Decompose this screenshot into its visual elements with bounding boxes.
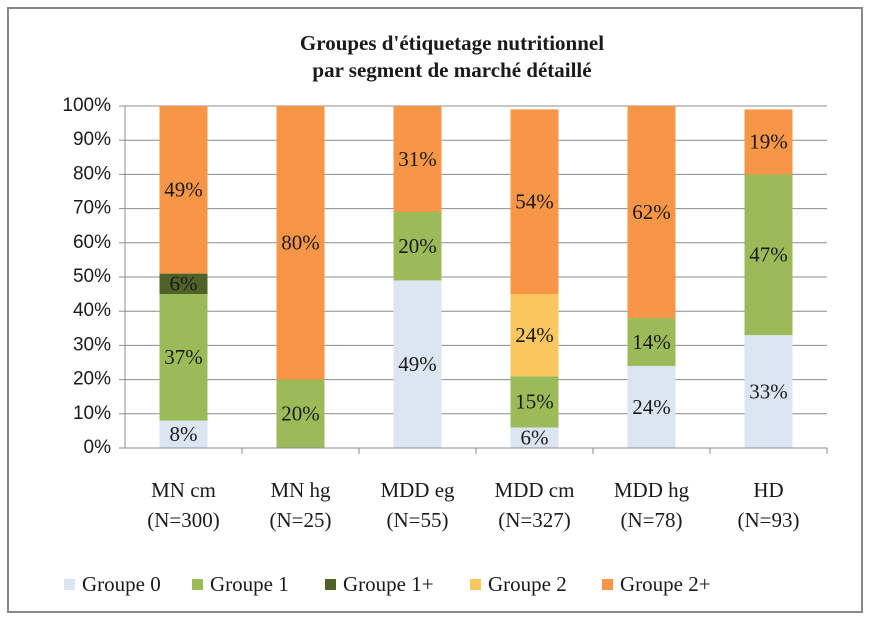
data-label: 47% — [749, 243, 788, 267]
bar-segment — [276, 379, 325, 448]
y-tick-label: 100% — [62, 95, 111, 116]
legend-label: Groupe 1+ — [343, 572, 434, 596]
data-label: 15% — [515, 390, 554, 414]
data-label: 31% — [398, 147, 437, 171]
y-tick-label: 80% — [73, 163, 111, 184]
y-tick-label: 70% — [73, 198, 111, 219]
data-label: 24% — [632, 395, 671, 419]
x-tick-label: MDD cm — [495, 478, 575, 502]
data-label: 49% — [164, 178, 203, 202]
y-tick-label: 30% — [73, 334, 111, 355]
bar-segment — [627, 365, 676, 448]
y-tick-label: 10% — [73, 403, 111, 424]
y-tick-label: 60% — [73, 232, 111, 253]
x-tick-label: MN hg — [270, 478, 331, 502]
x-tick-label: MDD hg — [614, 478, 690, 502]
data-label: 6% — [170, 272, 198, 296]
y-tick-label: 0% — [84, 437, 112, 458]
data-label: 49% — [398, 352, 437, 376]
x-tick-label: MN cm — [151, 478, 216, 502]
x-tick-label: HD — [753, 478, 783, 502]
legend-swatch — [325, 579, 336, 590]
data-label: 19% — [749, 130, 788, 154]
legend-label: Groupe 2 — [488, 572, 567, 596]
bar-segment — [276, 106, 325, 380]
legend-swatch — [470, 579, 481, 590]
x-tick-label: (N=78) — [621, 508, 683, 532]
y-tick-label: 50% — [73, 266, 111, 287]
legend-swatch — [602, 579, 613, 590]
bar-segment — [393, 212, 442, 281]
x-tick-label: (N=93) — [738, 508, 800, 532]
bar-segment — [159, 106, 208, 274]
legend-label: Groupe 0 — [82, 572, 161, 596]
bar-segment — [744, 174, 793, 336]
bar-segment — [393, 106, 442, 213]
bar-segment — [159, 294, 208, 421]
bar-segment — [510, 427, 559, 448]
x-tick-label: MDD eg — [380, 478, 455, 502]
chart-title: par segment de marché détaillé — [312, 58, 591, 82]
x-tick-label: (N=55) — [387, 508, 449, 532]
x-tick-label: (N=300) — [147, 508, 220, 532]
legend-label: Groupe 1 — [210, 572, 289, 596]
data-label: 14% — [632, 330, 671, 354]
bar-segment — [744, 109, 793, 175]
y-tick-label: 40% — [73, 300, 111, 321]
bar-segment — [159, 273, 208, 295]
bar-segment — [393, 280, 442, 448]
data-label: 20% — [398, 234, 437, 258]
bar-segment — [510, 109, 559, 295]
x-tick-label: (N=327) — [498, 508, 571, 532]
legend-swatch — [192, 579, 203, 590]
bar-segment — [744, 335, 793, 448]
data-label: 54% — [515, 190, 554, 214]
data-label: 62% — [632, 200, 671, 224]
legend-swatch — [64, 579, 75, 590]
data-label: 24% — [515, 323, 554, 347]
data-label: 33% — [749, 379, 788, 403]
data-label: 80% — [281, 231, 320, 255]
bar-segment — [510, 376, 559, 428]
legend-label: Groupe 2+ — [620, 572, 711, 596]
data-label: 6% — [521, 426, 549, 450]
x-tick-label: (N=25) — [270, 508, 332, 532]
bar-segment — [510, 294, 559, 377]
y-tick-label: 90% — [73, 129, 111, 150]
bar-segment — [627, 106, 676, 319]
data-label: 20% — [281, 402, 320, 426]
data-label: 8% — [170, 422, 198, 446]
y-tick-label: 20% — [73, 369, 111, 390]
bar-segment — [159, 420, 208, 448]
bar-segment — [627, 318, 676, 366]
chart-title: Groupes d'étiquetage nutritionnel — [300, 31, 604, 55]
data-label: 37% — [164, 345, 203, 369]
